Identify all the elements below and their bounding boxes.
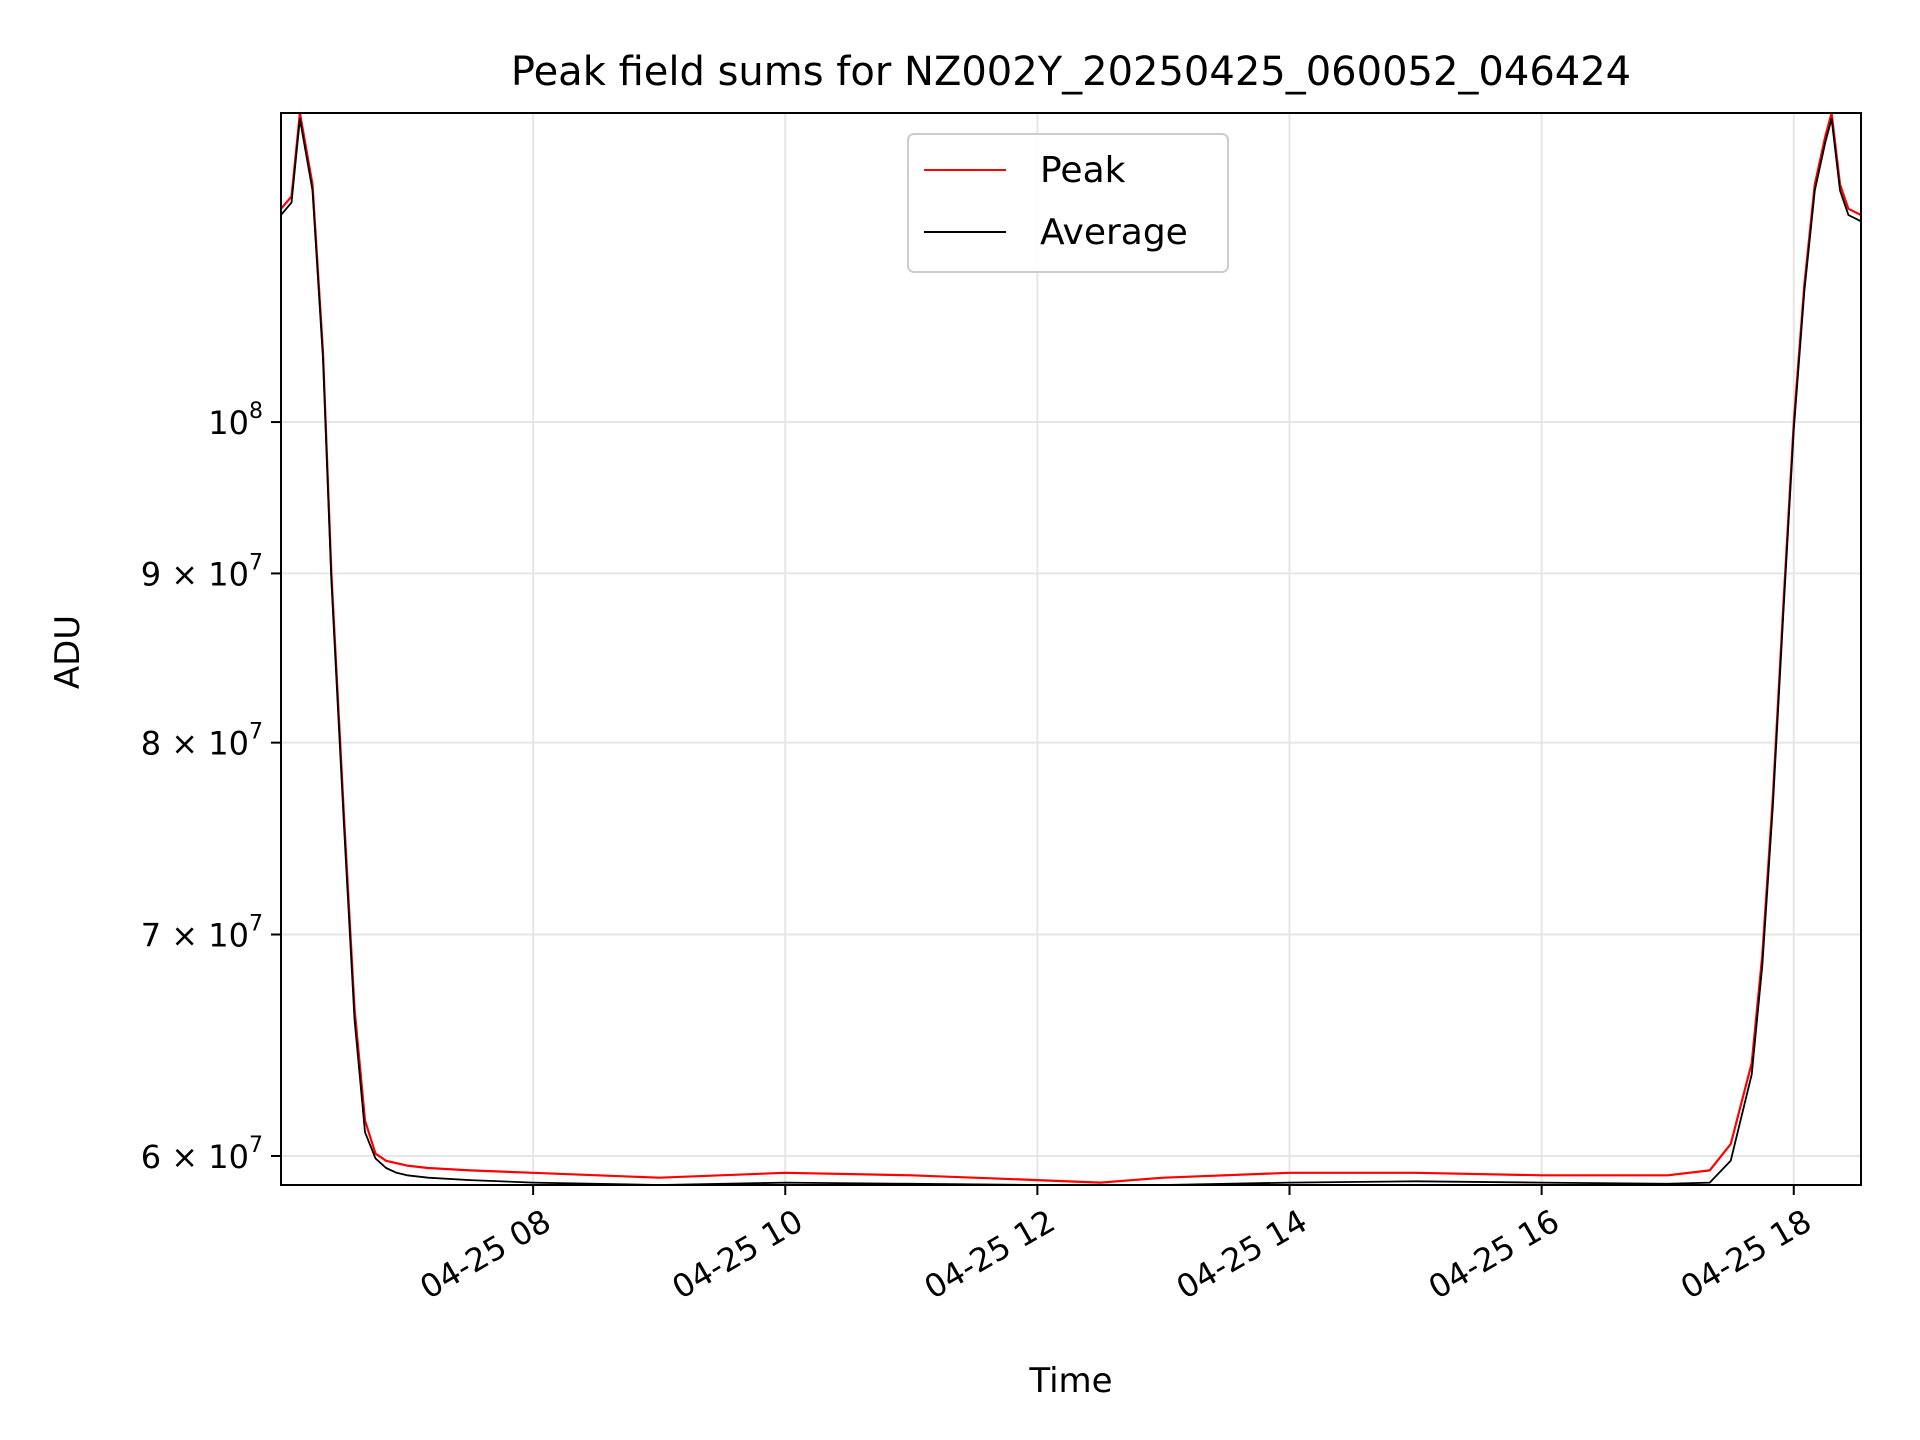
y-tick-label: 7 × 107 bbox=[141, 912, 263, 955]
y-tick-label: 8 × 107 bbox=[141, 720, 263, 763]
y-axis: 108 9 × 107 8 × 107 7 × 107 6 × 107 bbox=[141, 399, 281, 1176]
legend-label: Average bbox=[1040, 212, 1188, 253]
legend-box bbox=[907, 133, 1229, 273]
x-axis-label: Time bbox=[1028, 1361, 1112, 1401]
y-tick-label: 9 × 107 bbox=[141, 550, 263, 593]
plot-frame bbox=[280, 112, 1862, 1186]
chart-title: Peak field sums for NZ002Y_20250425_0600… bbox=[511, 49, 1631, 95]
y-tick-label: 108 bbox=[208, 399, 263, 442]
y-axis-label: ADU bbox=[48, 615, 88, 689]
y-tick-label: 6 × 107 bbox=[141, 1133, 263, 1176]
grid bbox=[281, 113, 1861, 1185]
legend-label: Peak bbox=[1040, 150, 1126, 191]
legend: Peak Average bbox=[907, 133, 1229, 273]
